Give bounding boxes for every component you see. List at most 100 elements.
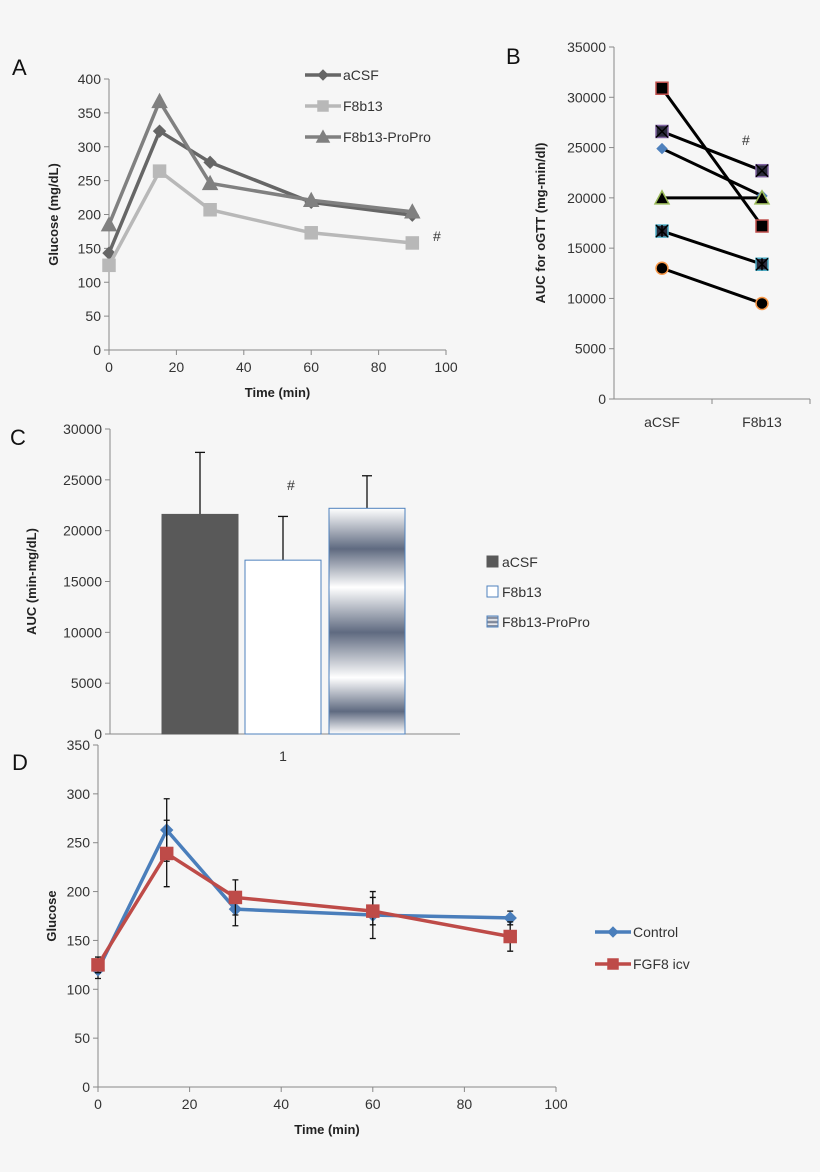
series-f8b13 <box>102 164 420 273</box>
y-tick-label: 350 <box>78 105 102 121</box>
y-tick-label: 400 <box>78 71 102 87</box>
x-tick-label: 80 <box>457 1096 473 1112</box>
data-point <box>304 226 318 240</box>
y-tick-label: 50 <box>74 1030 90 1046</box>
legend-label: FGF8 icv <box>633 956 690 972</box>
data-point <box>201 174 219 191</box>
y-tick-label: 20000 <box>567 190 606 206</box>
y-tick-label: 0 <box>598 391 606 407</box>
x-tick-label: 40 <box>273 1096 289 1112</box>
series-line <box>107 97 413 226</box>
data-point <box>159 846 174 861</box>
y-tick-label: 35000 <box>567 39 606 55</box>
panel-label: D <box>12 750 28 775</box>
x-tick-label: 20 <box>182 1096 198 1112</box>
series-line <box>96 851 511 966</box>
data-point-cross <box>655 124 669 139</box>
subject-series <box>655 261 769 311</box>
series-line <box>661 147 763 198</box>
x-tick-label: 80 <box>371 359 387 375</box>
x-tick-label: 100 <box>544 1096 568 1112</box>
panel-label: A <box>12 55 27 80</box>
y-tick-label: 0 <box>94 726 102 742</box>
data-point-cross <box>755 257 769 271</box>
significance-annotation: # <box>742 132 750 148</box>
data-point <box>755 296 769 311</box>
data-point <box>203 155 217 170</box>
y-tick-label: 150 <box>67 932 91 948</box>
y-tick-label: 200 <box>78 207 102 223</box>
series-line <box>107 168 413 267</box>
y-tick-label: 15000 <box>63 574 102 590</box>
y-tick-label: 5000 <box>71 675 102 691</box>
series-control <box>91 798 517 980</box>
data-point <box>302 191 320 208</box>
x-axis-label: Time (min) <box>294 1122 360 1137</box>
legend-swatch <box>486 555 499 568</box>
data-point <box>655 261 669 276</box>
x-tick-label: 1 <box>279 748 287 764</box>
data-point <box>753 189 771 205</box>
data-point <box>91 958 105 972</box>
significance-annotation: # <box>287 477 295 493</box>
legend-label: F8b13-ProPro <box>502 614 590 630</box>
data-point <box>655 81 669 95</box>
x-tick-label: 0 <box>94 1096 102 1112</box>
legend-label: aCSF <box>343 67 379 83</box>
y-tick-label: 250 <box>67 835 91 851</box>
legend-label: Control <box>633 924 678 940</box>
series-fgf8-icv <box>91 819 517 974</box>
data-point <box>366 904 380 918</box>
data-point <box>653 189 671 205</box>
y-axis-label: AUC (min-mg/dL) <box>24 528 39 635</box>
y-tick-label: 50 <box>85 308 101 324</box>
series-line <box>660 87 764 227</box>
bar-acsf <box>161 513 239 735</box>
x-tick-label: F8b13 <box>742 414 782 430</box>
data-point <box>151 92 168 109</box>
y-tick-label: 30000 <box>63 421 102 437</box>
y-tick-label: 20000 <box>63 523 102 539</box>
legend-label: aCSF <box>502 554 538 570</box>
y-tick-label: 350 <box>67 737 91 753</box>
data-point <box>100 216 118 232</box>
data-point <box>656 142 668 155</box>
legend-label: F8b13 <box>343 98 383 114</box>
subject-series <box>655 124 769 178</box>
panel-c: 0 5000 10000 15000 20000 25000 30000 AUC (min-m… <box>10 421 590 764</box>
series-line <box>661 266 763 305</box>
bar-f8b13-propro <box>328 507 406 735</box>
panel-d: 0 50 100 150 200 250 300 350 0 20 40 60 80 100 Time (m… <box>12 737 690 1137</box>
y-tick-label: 250 <box>78 173 102 189</box>
subject-series <box>653 189 771 205</box>
y-axis-label: AUC for oGTT (mg-min/dl) <box>533 142 548 303</box>
legend-label: F8b13-ProPro <box>343 129 431 145</box>
y-tick-label: 150 <box>78 240 102 256</box>
legend-marker <box>317 100 329 112</box>
panel-a: 0 50 100 150 200 250 300 350 400 0 20 40 60 80 100 Time… <box>12 55 458 400</box>
data-point <box>503 929 517 944</box>
data-point-cross <box>755 164 769 178</box>
significance-annotation: # <box>433 228 441 244</box>
bar-f8b13 <box>244 559 322 735</box>
data-point <box>152 164 167 178</box>
x-axis-label: Time (min) <box>245 385 311 400</box>
x-tick-label: 40 <box>236 359 252 375</box>
y-tick-label: 100 <box>78 274 102 290</box>
y-tick-label: 10000 <box>567 290 606 306</box>
data-point <box>203 203 217 217</box>
data-point <box>405 236 420 250</box>
legend-marker <box>317 69 329 81</box>
legend-marker <box>607 958 619 970</box>
x-tick-label: 20 <box>169 359 185 375</box>
y-tick-label: 30000 <box>567 89 606 105</box>
y-tick-label: 100 <box>67 981 91 997</box>
y-tick-label: 300 <box>67 786 91 802</box>
data-point <box>755 219 769 233</box>
subject-series <box>655 224 769 271</box>
panel-label: B <box>506 44 521 69</box>
legend-label: F8b13 <box>502 584 542 600</box>
x-tick-label: 0 <box>105 359 113 375</box>
x-tick-label: 60 <box>303 359 319 375</box>
